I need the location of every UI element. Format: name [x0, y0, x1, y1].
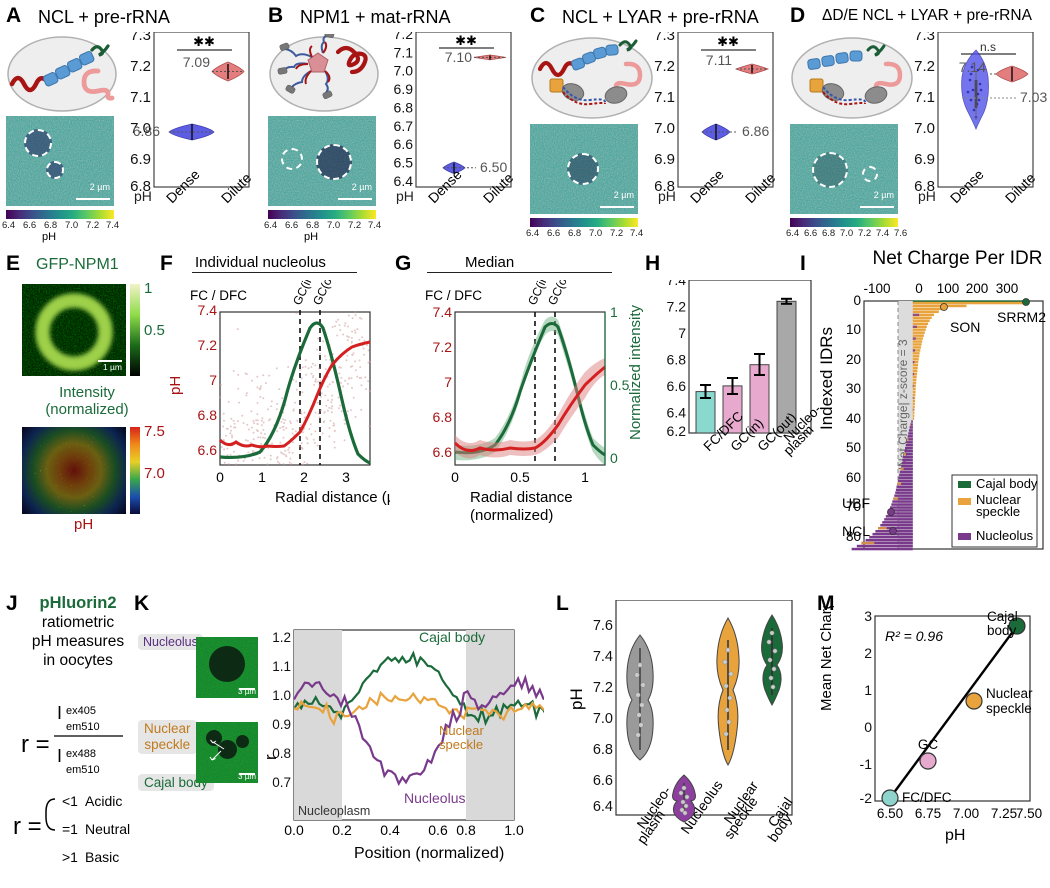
svg-text:6.6: 6.6 [593, 773, 613, 789]
svg-text:SRRM2: SRRM2 [997, 309, 1046, 325]
svg-text:Indexed IDRs: Indexed IDRs [817, 327, 836, 430]
svg-text:10: 10 [846, 322, 861, 337]
svg-text:1.0: 1.0 [504, 822, 524, 838]
svg-text:0: 0 [853, 293, 861, 308]
svg-text:Cajal body: Cajal body [976, 476, 1038, 491]
svg-text:7.2: 7.2 [593, 680, 613, 696]
svg-text:GC: GC [918, 737, 939, 752]
svg-text:1: 1 [864, 682, 872, 698]
svg-text:Nuclear: Nuclear [986, 686, 1033, 701]
svg-text:300: 300 [996, 281, 1019, 296]
svg-text:em510: em510 [66, 721, 100, 733]
svg-text:0.8: 0.8 [272, 746, 291, 761]
svg-text:0: 0 [915, 281, 923, 296]
svg-text:r =: r = [21, 731, 50, 758]
svg-text:Acidic: Acidic [85, 793, 122, 809]
svg-text:Cajal body: Cajal body [419, 629, 485, 645]
svg-text:50: 50 [846, 440, 861, 455]
svg-text:speckle: speckle [986, 701, 1032, 716]
svg-text:0.9: 0.9 [272, 717, 291, 732]
svg-text:SON: SON [950, 319, 980, 335]
svg-text:6.8: 6.8 [593, 742, 613, 758]
svg-text:r =: r = [13, 813, 42, 840]
svg-text:1.0: 1.0 [272, 688, 291, 703]
svg-text:Nuclear: Nuclear [439, 723, 484, 738]
svg-text:pH: pH [945, 827, 965, 844]
svg-text:0.0: 0.0 [284, 822, 304, 838]
svg-text:200: 200 [966, 281, 989, 296]
svg-text:-1: -1 [860, 756, 873, 772]
svg-text:0.8: 0.8 [456, 822, 476, 838]
svg-text:1.1: 1.1 [272, 659, 291, 674]
svg-text:speckle: speckle [439, 737, 483, 752]
svg-text:Nucleolus: Nucleolus [976, 528, 1034, 543]
svg-text:40: 40 [846, 411, 861, 426]
svg-text:100: 100 [937, 281, 960, 296]
svg-text:0.6: 0.6 [428, 822, 448, 838]
svg-text:Nucleoplasm: Nucleoplasm [298, 804, 370, 818]
svg-text:7.6: 7.6 [593, 618, 613, 634]
svg-text:0: 0 [864, 719, 872, 735]
svg-text:3: 3 [864, 608, 872, 624]
svg-text:I: I [57, 703, 62, 723]
svg-text:speckle: speckle [976, 504, 1020, 519]
svg-text:FC/DFC: FC/DFC [902, 790, 952, 805]
svg-text:-2: -2 [860, 790, 873, 806]
svg-text:Nucleolus: Nucleolus [404, 790, 465, 806]
svg-text:6.75: 6.75 [915, 806, 941, 821]
svg-text:6.4: 6.4 [593, 799, 613, 815]
svg-text:60: 60 [846, 470, 861, 485]
svg-text:7.0: 7.0 [593, 711, 613, 727]
svg-text:0.4: 0.4 [380, 822, 400, 838]
svg-text:7.25: 7.25 [991, 806, 1017, 821]
svg-text:I: I [57, 746, 62, 766]
svg-text:Neutral: Neutral [85, 821, 130, 837]
svg-text:<1: <1 [62, 793, 78, 809]
svg-text:UBF: UBF [842, 495, 870, 511]
svg-text:0.2: 0.2 [332, 822, 352, 838]
svg-text:30: 30 [846, 381, 861, 396]
svg-text:20: 20 [846, 352, 861, 367]
svg-text:pH: pH [570, 688, 586, 710]
svg-text:ex405: ex405 [66, 705, 96, 717]
svg-text:Basic: Basic [85, 849, 119, 865]
svg-text:R² = 0.96: R² = 0.96 [885, 628, 943, 644]
svg-text:7.00: 7.00 [953, 806, 979, 821]
svg-text:Mean Net Charge Per IDR: Mean Net Charge Per IDR [818, 606, 835, 711]
svg-text:>1: >1 [62, 849, 78, 865]
svg-text:Position (normalized): Position (normalized) [354, 845, 504, 862]
svg-text:em510: em510 [66, 764, 100, 776]
svg-text:NCL: NCL [842, 523, 870, 539]
svg-text:0.7: 0.7 [272, 775, 291, 790]
svg-text:7.4: 7.4 [593, 649, 613, 665]
svg-text:ex488: ex488 [66, 748, 96, 760]
svg-text:Cajal: Cajal [987, 609, 1018, 624]
svg-text:6.50: 6.50 [877, 806, 903, 821]
svg-text:2: 2 [864, 645, 872, 661]
svg-text:body: body [987, 623, 1017, 638]
svg-text:7.50: 7.50 [1016, 806, 1042, 821]
svg-text:-100: -100 [863, 281, 890, 296]
svg-text:1.2: 1.2 [272, 630, 291, 645]
svg-text:=1: =1 [62, 821, 78, 837]
